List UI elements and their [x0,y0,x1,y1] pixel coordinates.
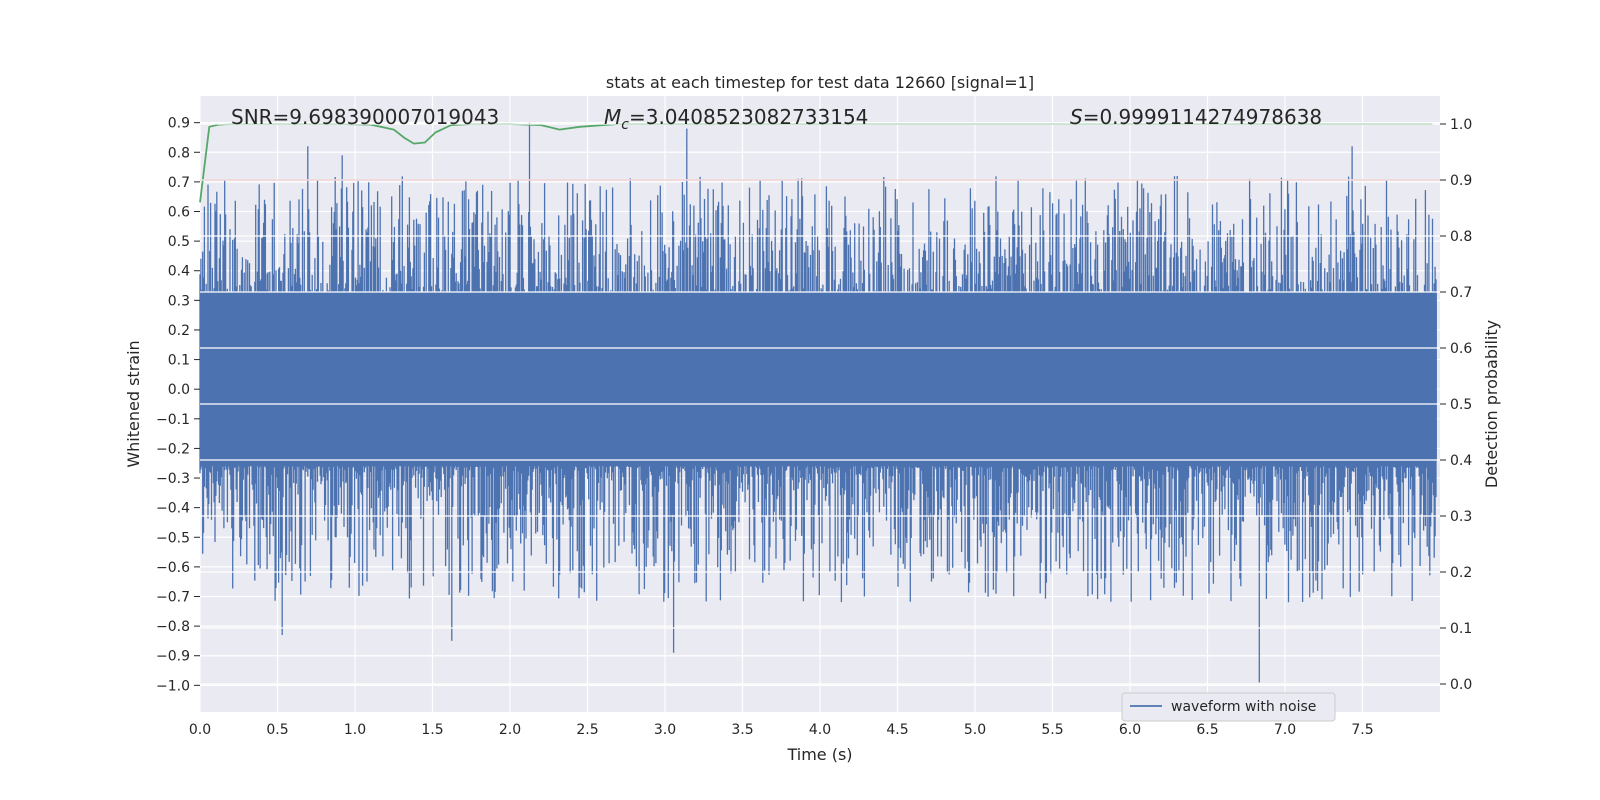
mc-subscript: c [621,117,629,133]
y-left-tick-label: −1.0 [156,678,190,694]
s-annotation: S=0.9999114274978638 [1070,105,1322,129]
y-left-tick-label: −0.3 [156,471,190,487]
y-left-tick-label: −0.7 [156,590,190,606]
y-right-tick-label: 0.6 [1450,341,1472,357]
x-tick-label: 2.5 [576,722,598,738]
chart-title: stats at each timestep for test data 126… [606,73,1034,92]
y-left-tick-label: −0.5 [156,530,190,546]
y-left-tick-label: −0.8 [156,619,190,635]
y-right-tick-label: 0.7 [1450,285,1472,301]
x-tick-label: 2.0 [499,722,521,738]
y-right-tick-label: 1.0 [1450,117,1472,133]
x-tick-label: 1.5 [421,722,443,738]
x-axis-label: Time (s) [786,745,852,764]
x-tick-label: 5.5 [1041,722,1063,738]
x-tick-label: 3.5 [731,722,753,738]
y-axis-left-label: Whitened strain [124,340,143,467]
y-axis-left: 0.9 0.8 0.7 0.6 0.5 0.4 0.3 0.2 0.1 0.0 −0.1 −0.2 −0… [156,116,200,694]
legend-label-waveform: waveform with noise [1171,699,1316,715]
y-left-tick-label: 0.8 [168,145,190,161]
y-left-tick-label: −0.4 [156,501,190,517]
y-left-tick-label: 0.9 [168,116,190,132]
y-left-tick-label: −0.6 [156,560,190,576]
x-tick-label: 4.5 [886,722,908,738]
waveform-core-band [200,291,1437,461]
y-left-tick-label: 0.4 [168,264,190,280]
legend: waveform with noise [1121,692,1336,722]
y-left-tick-label: 0.6 [168,205,190,221]
y-right-tick-label: 0.0 [1450,677,1472,693]
y-left-tick-label: 0.3 [168,293,190,309]
y-left-tick-label: 0.2 [168,323,190,339]
y-right-tick-label: 0.9 [1450,173,1472,189]
x-tick-label: 3.0 [654,722,676,738]
x-tick-label: 6.0 [1119,722,1141,738]
y-left-tick-label: 0.1 [168,353,190,369]
y-right-tick-label: 0.3 [1450,509,1472,525]
legend-box [1121,692,1336,722]
snr-annotation: SNR=9.698390007019043 [231,105,499,129]
y-right-tick-label: 0.5 [1450,397,1472,413]
x-tick-label: 0.0 [189,722,211,738]
y-right-tick-label: 0.4 [1450,453,1472,469]
y-left-tick-label: 0.5 [168,234,190,250]
x-tick-label: 7.5 [1351,722,1373,738]
y-left-tick-label: −0.9 [156,649,190,665]
x-tick-label: 4.0 [809,722,831,738]
y-right-tick-label: 0.1 [1450,621,1472,637]
x-tick-label: 6.5 [1196,722,1218,738]
x-tick-label: 5.0 [964,722,986,738]
waveform-with-noise-series [199,122,1437,683]
mc-symbol: M [604,105,621,129]
x-tick-label: 1.0 [344,722,366,738]
mc-value: =3.0408523082733154 [629,105,868,129]
x-tick-label: 7.0 [1274,722,1296,738]
y-right-tick-label: 0.2 [1450,565,1472,581]
y-left-tick-label: −0.1 [156,412,190,428]
y-left-tick-label: −0.2 [156,441,190,457]
right-grid [200,123,1440,685]
y-left-tick-label: 0.0 [168,382,190,398]
y-left-tick-label: 0.7 [168,175,190,191]
y-axis-right: 1.0 0.9 0.8 0.7 0.6 0.5 0.4 0.3 0.2 0.1 0.0 [1440,117,1472,693]
s-symbol: S [1070,105,1083,129]
y-right-tick-label: 0.8 [1450,229,1472,245]
mc-annotation: Mc=3.0408523082733154 [604,105,868,133]
x-tick-label: 0.5 [266,722,288,738]
y-axis-right-label: Detection probability [1482,320,1501,488]
x-axis: 0.0 0.5 1.0 1.5 2.0 2.5 3.0 3.5 4.0 4.5 5.0 5.5 6.0 6… [189,722,1374,738]
s-value: =0.9999114274978638 [1083,105,1322,129]
